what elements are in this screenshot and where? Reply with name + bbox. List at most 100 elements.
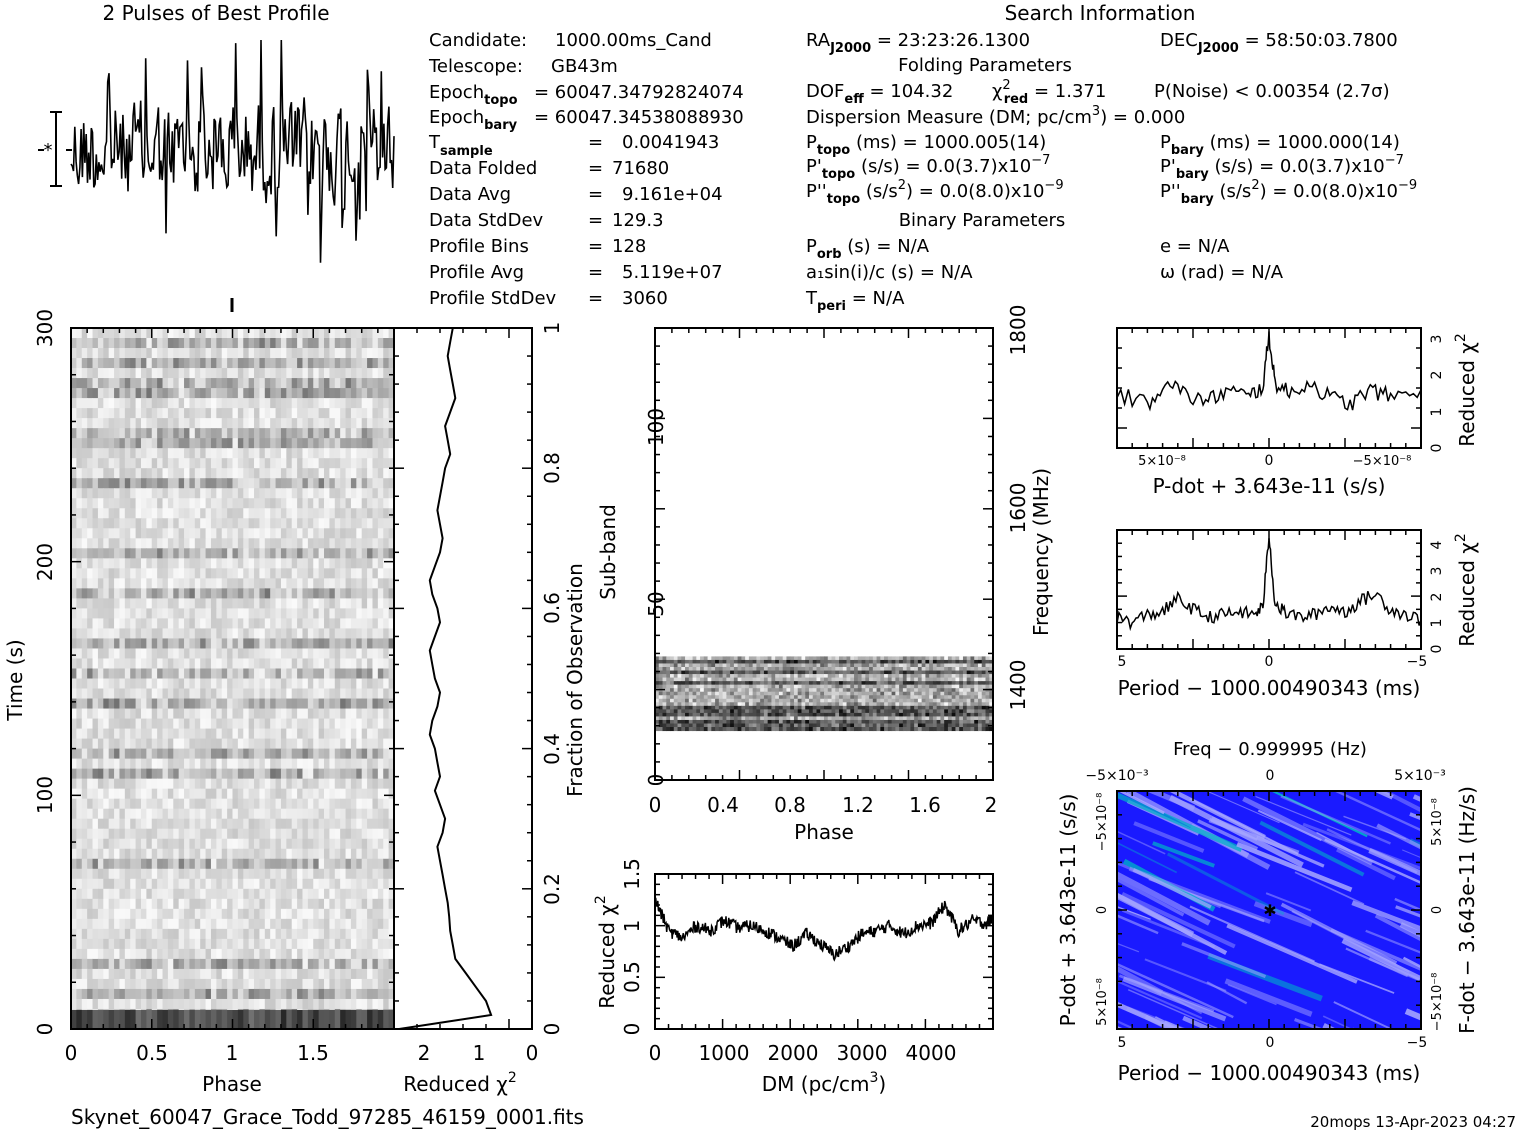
time-phase-cell [76,608,83,620]
time-phase-cell [108,598,115,609]
time-phase-cell [146,498,153,509]
time-phase-cell [103,518,110,529]
time-phase-cell [151,538,158,549]
subband-cell [936,667,941,672]
time-phase-cell [97,458,104,469]
subband-cell [857,674,863,679]
time-phase-cell [157,928,164,940]
time-phase-cell [286,328,293,339]
time-phase-cell [184,558,191,569]
time-phase-cell [87,628,94,640]
time-phase-cell [372,988,379,1000]
time-phase-cell [210,328,217,339]
time-phase-cell [302,608,309,620]
time-phase-cell [270,788,277,800]
time-phase-cell [97,818,104,830]
time-phase-cell [350,328,357,339]
time-phase-cell [307,588,314,599]
time-phase-cell [270,398,277,409]
time-phase-cell [264,838,271,850]
time-phase-cell [280,688,287,700]
time-phase-cell [130,798,137,810]
subband-cell [902,670,908,675]
time-phase-cell [71,448,77,459]
time-phase-cell [221,838,228,850]
subband-cell [670,663,675,668]
time-phase-cell [184,618,191,630]
time-phase-cell [297,628,304,640]
time-phase-cell [173,668,180,680]
time-phase-cell [232,558,239,569]
time-phase-cell [205,418,212,429]
time-phase-cell [254,858,261,870]
subband-cell [959,667,964,672]
time-phase-cell [297,568,304,579]
time-phase-cell [227,368,234,379]
time-phase-cell [71,838,77,850]
subband-cell [857,656,863,661]
time-phase-cell [130,578,137,589]
subband-cell [985,670,990,675]
subband-cell [921,663,926,668]
time-phase-cell [286,728,293,740]
time-phase-cell [97,928,104,940]
time-phase-cell [221,738,228,750]
time-phase-cell [286,338,293,349]
time-phase-cell [205,868,212,880]
time-phase-cell [162,538,169,549]
time-phase-cell [318,778,325,790]
time-phase-cell [97,858,104,870]
time-phase-cell [318,768,325,780]
time-phase-cell [81,698,88,710]
subband-cell [932,674,938,679]
subband-cell [722,656,727,661]
time-phase-cell [388,898,394,910]
time-phase-cell [189,758,196,770]
time-phase-cell [119,888,126,900]
time-phase-cell [200,708,207,720]
time-phase-cell [119,808,126,820]
subband-cell [666,667,671,672]
time-phase-cell [313,408,320,419]
time-phase-cell [81,808,88,820]
time-phase-cell [377,618,384,630]
time-phase-cell [221,698,228,710]
time-phase-cell [356,438,363,449]
time-phase-cell [210,648,217,660]
subband-cell [947,663,953,668]
time-phase-cell [135,748,142,760]
time-phase-cell [119,758,126,770]
time-phase-cell [361,898,368,910]
time-phase-cell [227,548,234,559]
time-phase-cell [184,588,191,599]
subband-cell [677,674,682,679]
time-phase-cell [205,508,212,519]
time-phase-cell [103,978,110,990]
time-phase-cell [140,808,147,820]
time-phase-cell [377,638,384,650]
time-phase-cell [248,428,255,439]
subband-cell [812,659,817,664]
time-phase-cell [243,468,250,479]
time-phase-cell [189,448,196,459]
time-phase-cell [97,568,104,579]
time-phase-cell [157,728,164,740]
time-phase-cell [377,428,384,439]
time-phase-cell [270,918,277,930]
time-phase-cell [216,908,223,920]
time-phase-cell [232,588,239,599]
time-phase-cell [383,998,390,1010]
time-phase-cell [184,958,191,970]
time-phase-cell [275,358,282,369]
time-phase-cell [178,868,185,880]
time-phase-cell [361,678,368,690]
time-phase-cell [264,398,271,409]
time-phase-cell [157,918,164,930]
time-phase-cell [184,418,191,429]
time-phase-cell [259,528,266,539]
time-phase-cell [243,888,250,900]
time-phase-cell [372,568,379,579]
time-phase-cell [340,708,347,720]
time-phase-cell [302,828,309,840]
time-phase-cell [184,728,191,740]
